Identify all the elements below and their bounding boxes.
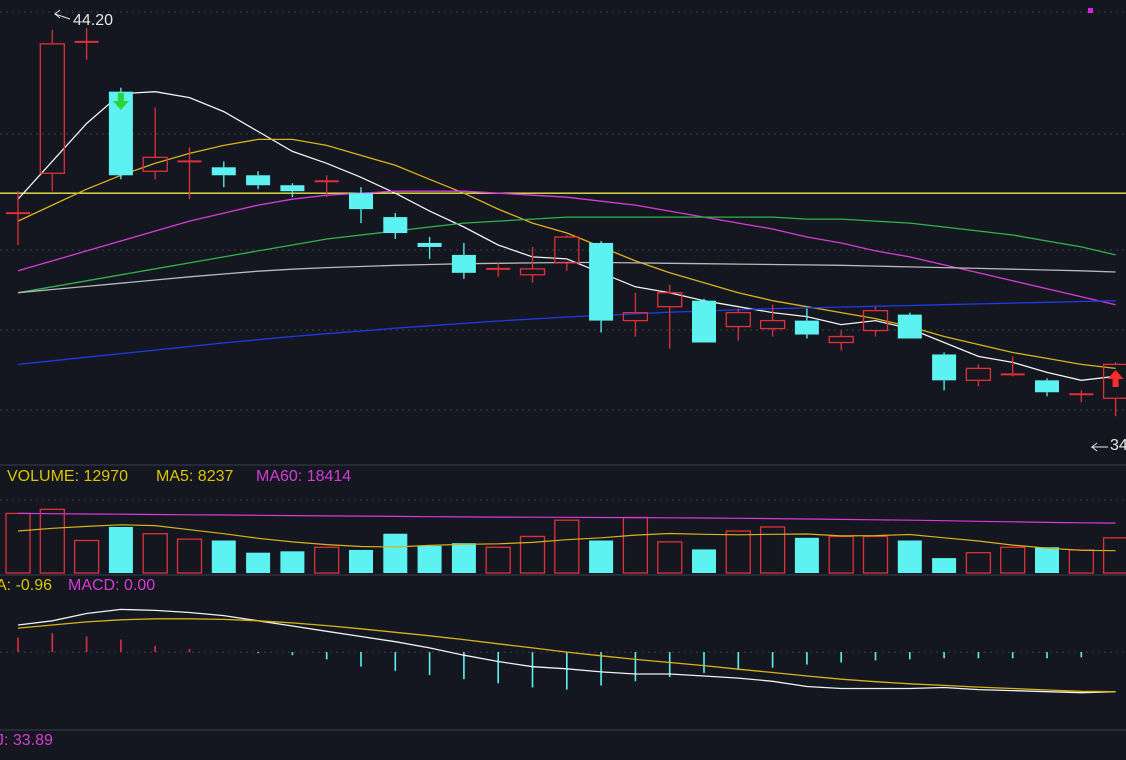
volume-bar-29 [1000, 546, 1026, 574]
candle-13 [451, 242, 476, 279]
candle-23 [794, 308, 819, 339]
volume-bar-10 [349, 549, 373, 573]
candle-16 [554, 235, 580, 271]
volume-bar-26 [897, 540, 922, 573]
volume-ma5-line [17, 524, 1116, 552]
volume-bar-25 [862, 535, 889, 574]
volume-value: 12970 [83, 468, 128, 485]
volume-bar-8 [280, 551, 305, 573]
high-price-pointer [53, 9, 71, 20]
candle-25 [862, 306, 889, 337]
volume-bar-31 [1068, 549, 1094, 574]
volume-ma60-line [17, 512, 1116, 524]
dea-legend: A: -0.96 [0, 577, 53, 594]
candle-8 [280, 183, 305, 198]
volume-bar-20 [692, 549, 716, 573]
kdj-j-legend: J: 33.89 [0, 732, 53, 749]
volume-bar-18 [622, 516, 649, 574]
candle-3 [108, 87, 133, 180]
volume-bar-30 [1035, 547, 1059, 573]
high-price-label: 44.20 [73, 12, 114, 29]
candle-10 [349, 187, 373, 224]
price-ma-line-1 [17, 138, 1116, 370]
candle-31 [1069, 390, 1094, 403]
volume-ma5-legend: MA5: 8237 [156, 468, 234, 485]
candle-4 [142, 107, 168, 180]
price-ma-line-3 [17, 216, 1116, 294]
candle-6 [211, 161, 236, 188]
green-down-arrow-icon [112, 93, 129, 110]
volume-bar-12 [417, 545, 442, 573]
volume-bar-7 [246, 552, 271, 573]
volume-bar-23 [794, 537, 819, 573]
volume-bar-27 [932, 558, 957, 573]
volume-legend: VOLUME: 12970 [7, 468, 128, 485]
volume-bar-4 [142, 533, 168, 574]
volume-bar-21 [725, 530, 751, 574]
volume-bar-13 [451, 543, 476, 573]
low-price-label: 34 [1110, 437, 1126, 454]
candle-32 [1102, 362, 1126, 417]
candle-20 [692, 298, 716, 343]
volume-bar-2 [73, 539, 100, 574]
candle-17 [589, 240, 614, 333]
candle-5 [177, 147, 202, 200]
macd-dea-line [17, 618, 1116, 693]
candle-22 [759, 304, 786, 337]
red-up-arrow-icon [1107, 370, 1124, 387]
low-price-pointer [1090, 442, 1108, 452]
candle-19 [657, 284, 683, 349]
volume-bar-24 [828, 535, 854, 574]
candle-21 [725, 308, 751, 341]
candle-0 [6, 191, 30, 245]
candle-30 [1035, 378, 1059, 397]
volume-ma60-legend: MA60: 18414 [256, 468, 352, 485]
macd-legend: MACD: 0.00 [68, 577, 156, 594]
volume-bar-1 [39, 508, 65, 574]
price-ma-line-0 [17, 91, 1116, 381]
volume-bar-6 [211, 540, 236, 573]
volume-bar-15 [519, 535, 546, 574]
volume-bar-19 [657, 541, 683, 574]
candle-18 [622, 292, 649, 337]
candle-29 [1000, 356, 1025, 377]
candle-27 [932, 352, 957, 391]
candle-14 [486, 262, 511, 277]
volume-bar-17 [589, 540, 614, 573]
price-ma-line-5 [17, 300, 1116, 366]
volume-bar-28 [965, 552, 992, 574]
volume-bar-16 [554, 519, 580, 574]
candle-7 [246, 171, 271, 190]
macd-dif-line [17, 608, 1116, 694]
volume-bar-11 [383, 533, 408, 573]
volume-bar-3 [108, 526, 133, 573]
volume-bar-22 [759, 526, 786, 574]
candle-28 [965, 364, 992, 387]
candle-9 [314, 175, 339, 198]
candle-1 [39, 29, 65, 192]
candle-2 [74, 27, 99, 60]
candle-11 [383, 213, 408, 239]
price-ma-line-2 [17, 190, 1116, 306]
candle-12 [417, 236, 442, 259]
volume-bar-9 [314, 546, 340, 574]
volume-bar-5 [176, 538, 203, 574]
volume-bar-0 [5, 512, 31, 574]
candle-24 [828, 330, 854, 351]
volume-bar-14 [485, 546, 511, 574]
candle-15 [519, 246, 546, 283]
indicator-dot [1088, 8, 1093, 13]
candle-26 [897, 312, 922, 339]
volume-bar-32 [1102, 537, 1126, 574]
